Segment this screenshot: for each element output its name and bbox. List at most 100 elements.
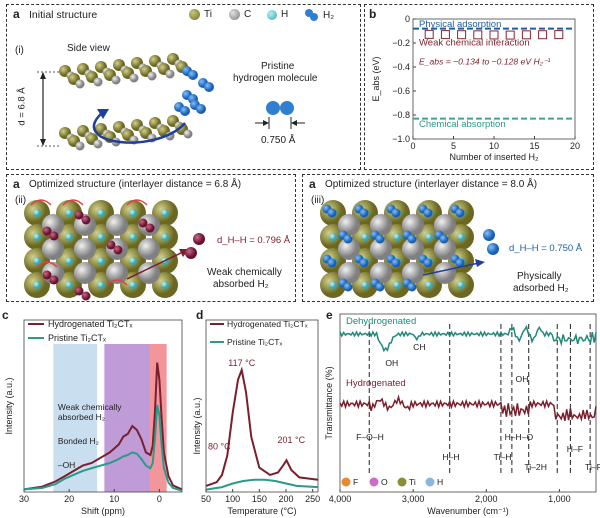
pristine-label-2: hydrogen molecule (233, 73, 318, 84)
legend-atom (369, 477, 379, 487)
x-tick-label: 20 (570, 141, 580, 151)
h2-atom (455, 208, 465, 218)
rotation-arrow (106, 279, 128, 286)
x-tick-label: 250 (305, 494, 320, 504)
band-label: H–F (567, 444, 583, 454)
x-tick-label: 10 (489, 141, 499, 151)
h2-atom (359, 208, 369, 218)
panel-a-initial-structure: a Initial structure (i) Ti C H H₂ Side v… (6, 4, 361, 170)
adsorption-energy-chart: 0 5 10 15 20 0 −0.2 −0.4 −0.6 −0.8 −1.0 Number of i… (371, 14, 580, 162)
c-atom (338, 214, 360, 236)
h2-atom (407, 234, 417, 244)
y-tick-label: −0.4 (392, 62, 410, 72)
panel-label: a (309, 177, 316, 191)
x-tick-label: 3,000 (402, 494, 425, 504)
ti-atom-icon (189, 9, 200, 20)
h-atom (329, 281, 337, 289)
x-tick-label: 5 (451, 141, 456, 151)
h2-atom (145, 223, 155, 233)
h-atom (457, 281, 465, 289)
panel-e-ftir: e Dehydrogenated Hydrogenated OH CH OH H–H F–O… (322, 306, 600, 518)
x-tick-label: 0 (410, 141, 415, 151)
h2-atom (188, 70, 198, 80)
band-label: Ti–2H (524, 462, 547, 472)
data-point (424, 29, 434, 39)
h2-atom (180, 106, 190, 116)
pointer-arrow (126, 250, 186, 280)
h-atom (329, 233, 337, 241)
legend-label: H₂ (323, 9, 335, 21)
bond-length-label: 0.750 Å (261, 135, 296, 146)
pointer-arrow (422, 262, 480, 276)
panel-title: Initial structure (29, 9, 98, 21)
x-tick-label: 20 (64, 494, 74, 504)
rotation-arrow (126, 199, 148, 206)
band-label: CH (413, 342, 425, 352)
caption-2: absorbed H₂ (213, 279, 269, 290)
h2-atom (375, 282, 385, 292)
series-line (23, 362, 183, 491)
h2-atom (196, 104, 206, 114)
h2-atom (343, 282, 353, 292)
insertion-arrow (92, 112, 186, 144)
region-label: Weak chemically (58, 402, 122, 412)
h-atom (129, 281, 137, 289)
peak-annotation: 117 °C (228, 358, 255, 368)
y-tick-label: −0.8 (392, 110, 410, 120)
panel-label: c (2, 308, 9, 322)
c-atom (402, 262, 424, 284)
h-atom (65, 209, 73, 217)
region-band (53, 344, 98, 492)
x-tick-label: 2,000 (475, 494, 498, 504)
h2-atom (81, 291, 91, 301)
data-point (457, 30, 467, 40)
h-atom (361, 233, 369, 241)
plot-frame (23, 319, 183, 493)
x-axis-label: Temperature (°C) (227, 506, 296, 516)
h2-molecule-icon (305, 9, 319, 21)
c-atom (370, 238, 392, 260)
c-atom (74, 214, 96, 236)
x-axis-label: Wavenumber (cm⁻¹) (427, 506, 508, 516)
y-tick-label: −0.2 (392, 38, 410, 48)
region-label: absorbed H₂ (58, 412, 105, 422)
side-view-label: Side view (67, 43, 110, 54)
series-line (205, 366, 319, 487)
c-atom (138, 238, 160, 260)
series-line (339, 324, 597, 353)
h-atom (97, 281, 105, 289)
h2-atom (49, 275, 59, 285)
h2-atom (455, 258, 465, 268)
legend-label: F (353, 477, 358, 487)
x-tick-label: 50 (201, 494, 211, 504)
data-point (505, 30, 515, 40)
h-atom (161, 233, 169, 241)
h2-atom (359, 258, 369, 268)
x-tick-label: 10 (109, 494, 119, 504)
panel-sub-label: (ii) (15, 195, 27, 206)
x-tick-label: 4,000 (329, 494, 352, 504)
h-atom (33, 233, 41, 241)
c-atom (74, 262, 96, 284)
panel-label: a (13, 177, 20, 191)
h2-atom (327, 258, 337, 268)
rotation-arrow (36, 261, 58, 268)
legend-h: H (267, 9, 288, 20)
h2-atom (49, 231, 59, 241)
x-tick-label: 200 (278, 494, 293, 504)
legend-label: Ti (409, 477, 416, 487)
series-label: Dehydrogenated (346, 316, 416, 327)
x-tick-label: 150 (252, 494, 267, 504)
h2-atom (81, 215, 91, 225)
panel-label: d (196, 308, 204, 322)
x-tick-label: 30 (19, 494, 29, 504)
c-atom (402, 214, 424, 236)
legend-c: C (229, 9, 251, 20)
panel-c-nmr: c 30 20 10 0 Shift (ppm) Intensity (a.u.) Hydr… (0, 306, 190, 518)
series-line (339, 394, 597, 423)
legend-atom (341, 477, 351, 487)
h-atom (65, 233, 73, 241)
lattice-68 (24, 199, 205, 301)
panel-label: e (326, 308, 333, 322)
c-atom (75, 141, 85, 151)
